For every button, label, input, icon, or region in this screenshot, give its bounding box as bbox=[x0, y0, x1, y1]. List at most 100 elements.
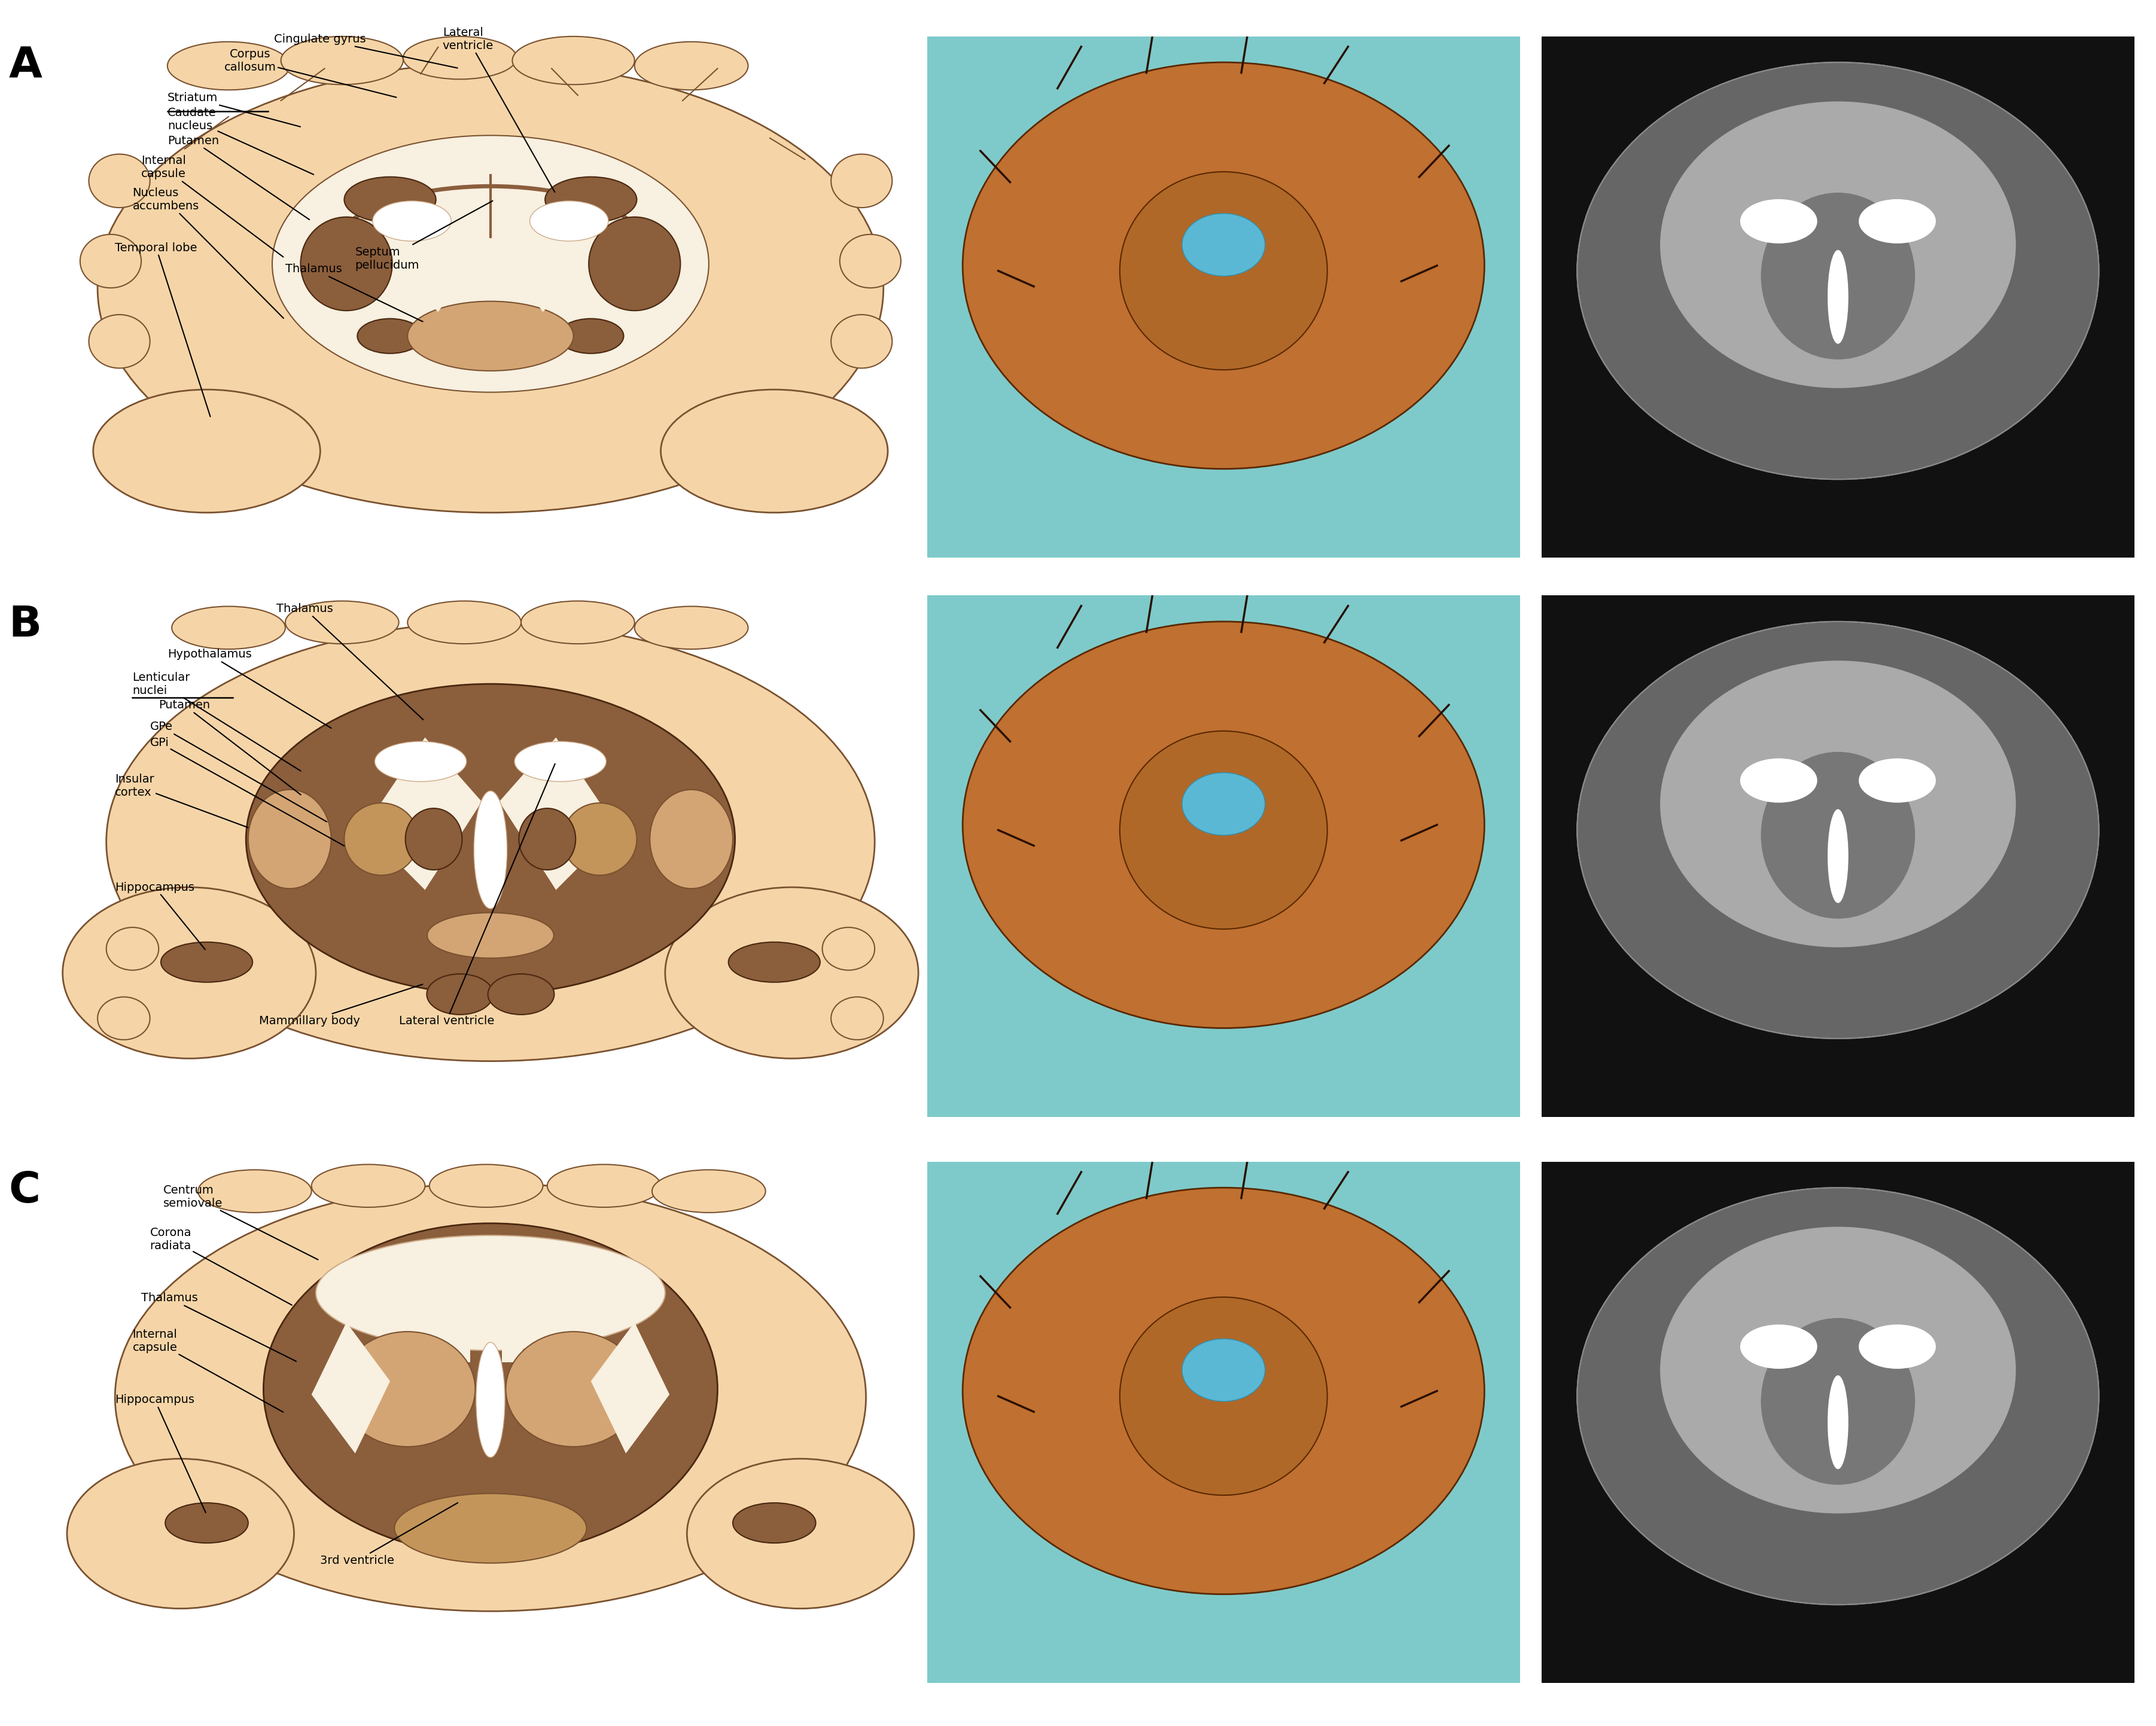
Ellipse shape bbox=[80, 235, 142, 288]
Text: Nucleus
accumbens: Nucleus accumbens bbox=[132, 188, 285, 318]
Ellipse shape bbox=[962, 1187, 1485, 1595]
Ellipse shape bbox=[272, 135, 709, 392]
Text: Insular
cortex: Insular cortex bbox=[114, 773, 248, 827]
Text: Septum
pellucidum: Septum pellucidum bbox=[356, 200, 494, 271]
Bar bbox=[554, 1298, 576, 1362]
Text: Striatum: Striatum bbox=[168, 91, 300, 126]
Text: Mammillary body: Mammillary body bbox=[259, 984, 423, 1027]
Ellipse shape bbox=[97, 998, 151, 1039]
Ellipse shape bbox=[589, 217, 681, 311]
Ellipse shape bbox=[507, 1332, 640, 1446]
Text: Internal
capsule: Internal capsule bbox=[132, 1329, 282, 1412]
Ellipse shape bbox=[106, 623, 875, 1061]
Ellipse shape bbox=[63, 887, 317, 1058]
Ellipse shape bbox=[106, 927, 160, 970]
Ellipse shape bbox=[1576, 62, 2100, 480]
Ellipse shape bbox=[1761, 753, 1915, 918]
Ellipse shape bbox=[97, 64, 884, 513]
Ellipse shape bbox=[88, 314, 151, 368]
Text: Lateral
ventricle: Lateral ventricle bbox=[442, 28, 554, 192]
Text: A: A bbox=[9, 45, 43, 86]
Ellipse shape bbox=[664, 887, 918, 1058]
Ellipse shape bbox=[162, 942, 252, 982]
Polygon shape bbox=[364, 737, 481, 891]
Ellipse shape bbox=[830, 314, 893, 368]
Circle shape bbox=[427, 973, 494, 1015]
Ellipse shape bbox=[474, 791, 507, 908]
Ellipse shape bbox=[317, 1236, 666, 1350]
Text: Caudate
nucleus: Caudate nucleus bbox=[168, 107, 313, 174]
Ellipse shape bbox=[263, 1224, 718, 1555]
Ellipse shape bbox=[1660, 1227, 2016, 1514]
Ellipse shape bbox=[733, 1503, 815, 1543]
Text: GPe: GPe bbox=[151, 721, 328, 822]
Ellipse shape bbox=[93, 390, 321, 513]
Text: Temporal lobe: Temporal lobe bbox=[114, 242, 211, 416]
Ellipse shape bbox=[405, 808, 461, 870]
Polygon shape bbox=[591, 1322, 671, 1453]
Ellipse shape bbox=[1858, 198, 1936, 243]
Ellipse shape bbox=[1740, 758, 1818, 803]
Ellipse shape bbox=[522, 601, 634, 644]
Ellipse shape bbox=[407, 601, 522, 644]
Ellipse shape bbox=[1828, 1376, 1848, 1469]
Polygon shape bbox=[500, 737, 617, 891]
Ellipse shape bbox=[1119, 732, 1328, 929]
Ellipse shape bbox=[300, 217, 392, 311]
Ellipse shape bbox=[962, 621, 1485, 1029]
Text: Hippocampus: Hippocampus bbox=[114, 1395, 205, 1512]
Text: Cingulate gyrus: Cingulate gyrus bbox=[274, 33, 457, 67]
Ellipse shape bbox=[280, 36, 403, 85]
Ellipse shape bbox=[688, 1458, 914, 1609]
Polygon shape bbox=[513, 216, 582, 312]
Text: GPi: GPi bbox=[151, 737, 345, 846]
Ellipse shape bbox=[1576, 1187, 2100, 1605]
Ellipse shape bbox=[1181, 1339, 1266, 1402]
Ellipse shape bbox=[634, 606, 748, 649]
Ellipse shape bbox=[198, 1170, 310, 1213]
Ellipse shape bbox=[114, 1184, 867, 1612]
Circle shape bbox=[487, 973, 554, 1015]
Ellipse shape bbox=[1740, 198, 1818, 243]
Ellipse shape bbox=[841, 235, 901, 288]
Ellipse shape bbox=[310, 1165, 425, 1206]
Polygon shape bbox=[310, 1322, 390, 1453]
Ellipse shape bbox=[1828, 809, 1848, 903]
Ellipse shape bbox=[248, 789, 332, 889]
Ellipse shape bbox=[246, 683, 735, 994]
Text: B: B bbox=[9, 604, 41, 646]
Text: Hypothalamus: Hypothalamus bbox=[168, 649, 332, 728]
Ellipse shape bbox=[172, 606, 285, 649]
Ellipse shape bbox=[427, 913, 554, 958]
Ellipse shape bbox=[660, 390, 888, 513]
Text: Corona
radiata: Corona radiata bbox=[151, 1227, 291, 1305]
Text: Thalamus: Thalamus bbox=[276, 604, 423, 720]
Ellipse shape bbox=[285, 601, 399, 644]
Ellipse shape bbox=[407, 302, 573, 371]
Ellipse shape bbox=[830, 998, 884, 1039]
Ellipse shape bbox=[429, 1165, 543, 1206]
Ellipse shape bbox=[1828, 250, 1848, 343]
Ellipse shape bbox=[821, 927, 875, 970]
Ellipse shape bbox=[1181, 773, 1266, 835]
Bar bbox=[502, 1298, 522, 1362]
Ellipse shape bbox=[558, 319, 623, 354]
Ellipse shape bbox=[88, 154, 151, 207]
Ellipse shape bbox=[1576, 621, 2100, 1039]
Text: Putamen: Putamen bbox=[168, 135, 310, 219]
Ellipse shape bbox=[1858, 1324, 1936, 1369]
Text: Centrum
semiovale: Centrum semiovale bbox=[164, 1184, 317, 1260]
Text: C: C bbox=[9, 1170, 41, 1212]
Ellipse shape bbox=[520, 808, 576, 870]
Ellipse shape bbox=[375, 742, 466, 782]
Ellipse shape bbox=[476, 1343, 505, 1457]
Ellipse shape bbox=[651, 1170, 765, 1213]
Ellipse shape bbox=[548, 1165, 660, 1206]
Ellipse shape bbox=[345, 803, 418, 875]
Ellipse shape bbox=[649, 789, 733, 889]
Ellipse shape bbox=[1761, 193, 1915, 359]
Text: Lateral ventricle: Lateral ventricle bbox=[399, 765, 554, 1027]
Ellipse shape bbox=[563, 803, 636, 875]
Ellipse shape bbox=[545, 176, 636, 223]
Ellipse shape bbox=[358, 319, 423, 354]
